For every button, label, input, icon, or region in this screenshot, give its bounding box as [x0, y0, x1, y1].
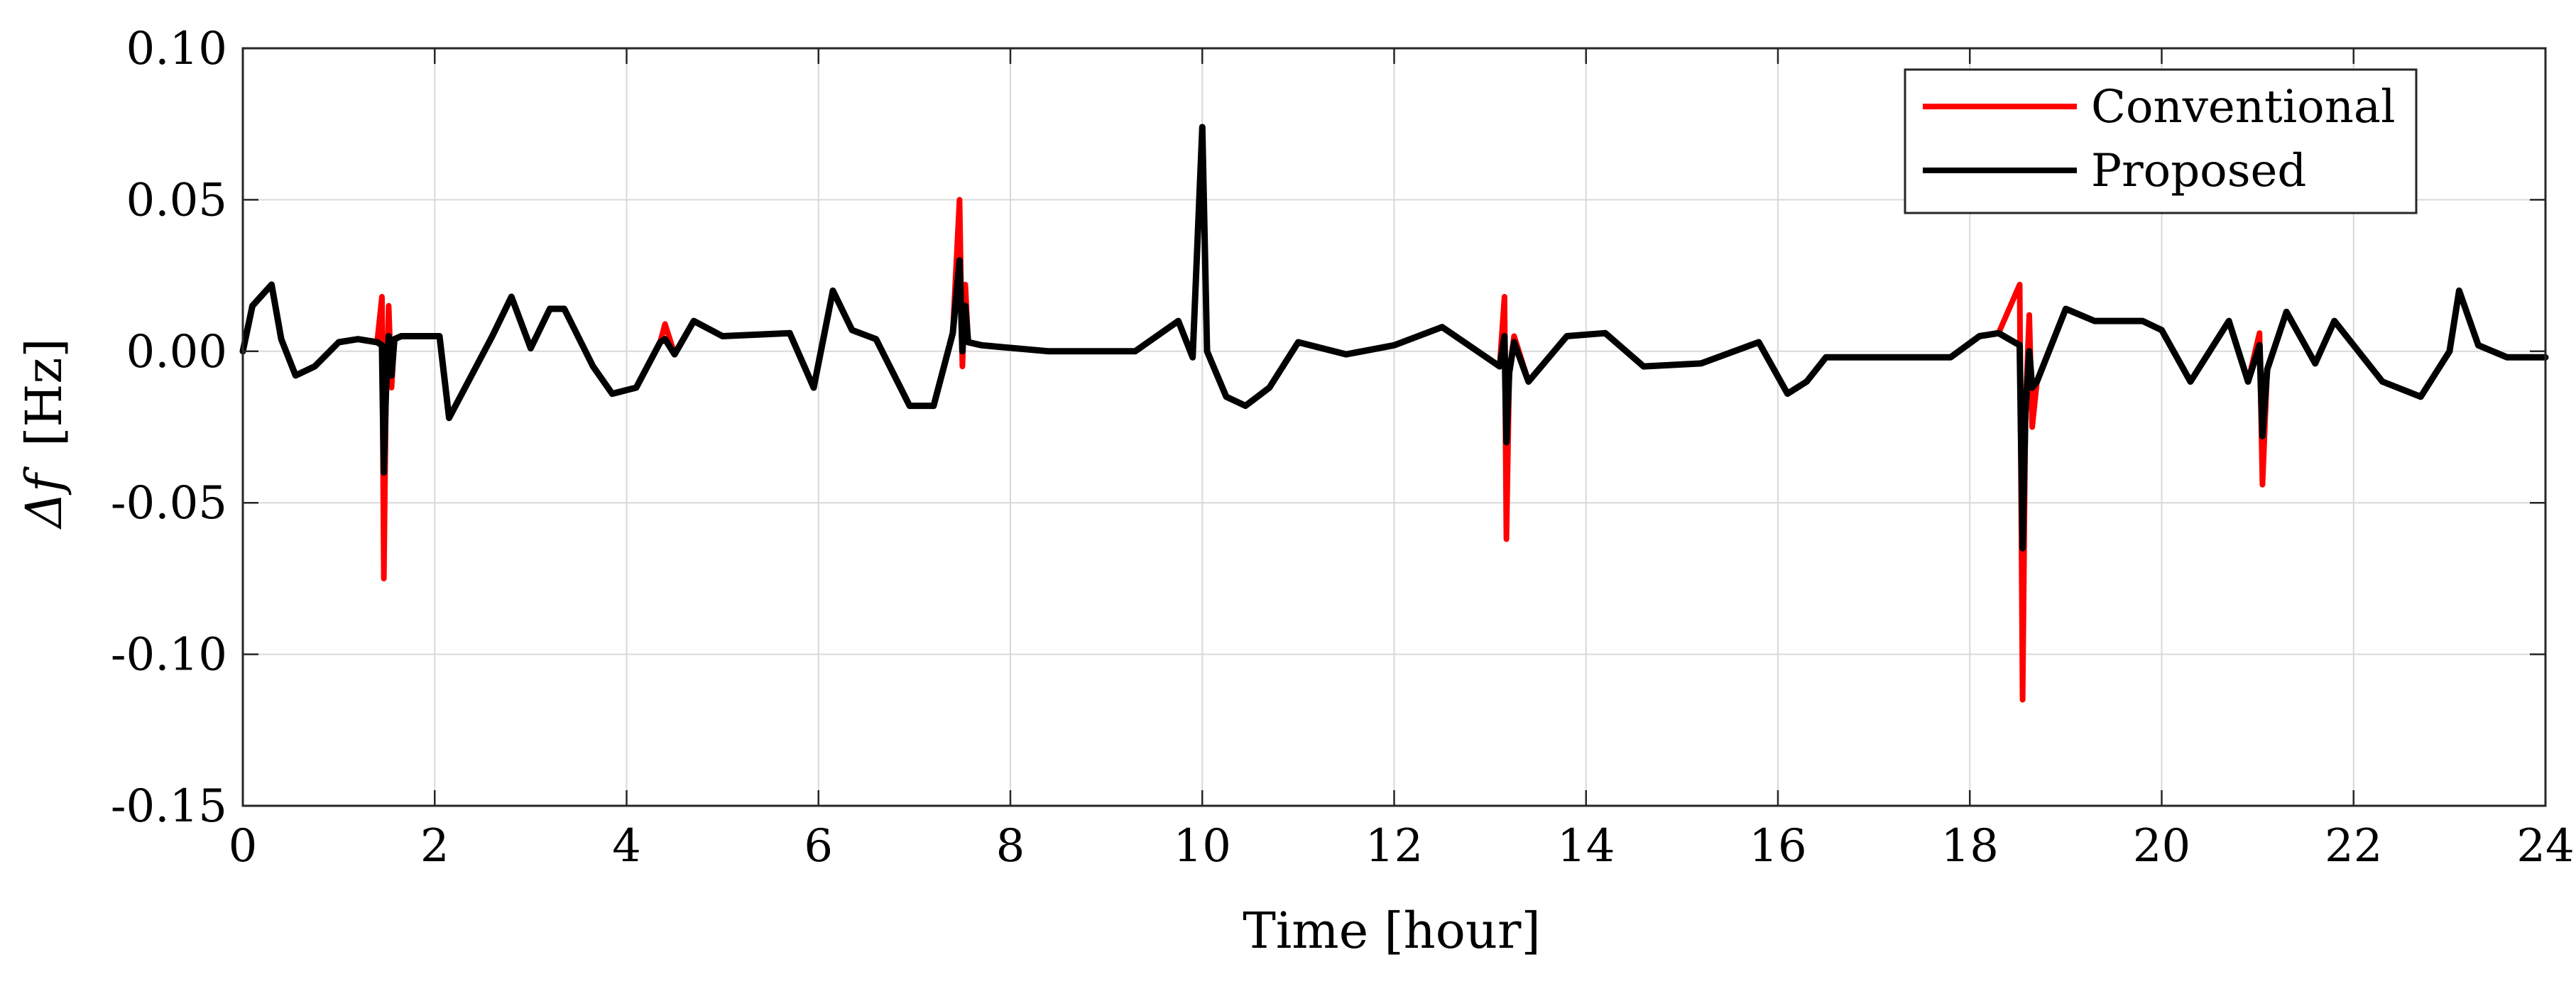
y-tick-label: 0.10 — [126, 23, 228, 75]
x-tick-label: 24 — [2516, 820, 2574, 873]
x-tick-label: 0 — [229, 820, 258, 873]
tick-labels: 0 2 4 6 8 10 12 14 16 18 20 22 240.100.050.00-0.05-0… — [111, 23, 2575, 873]
x-axis-label: Time [hour] — [1243, 902, 1541, 960]
y-tick-label: 0.00 — [126, 326, 228, 378]
x-tick-label: 12 — [1365, 820, 1423, 873]
legend-box — [1904, 68, 2418, 214]
y-tick-label: 0.05 — [126, 174, 228, 226]
x-tick-label: 20 — [2133, 820, 2190, 873]
y-axis-label-unit: [Hz] — [15, 338, 73, 447]
legend-label-proposed: Proposed — [2091, 145, 2306, 197]
x-tick-label: 18 — [1941, 820, 1999, 873]
x-tick-label: 10 — [1174, 820, 1231, 873]
y-tick-label: -0.15 — [111, 780, 227, 833]
x-tick-label: 4 — [612, 820, 641, 873]
x-tick-label: 14 — [1557, 820, 1615, 873]
x-tick-label: 6 — [804, 820, 833, 873]
y-tick-label: -0.05 — [111, 477, 227, 530]
x-tick-label: 2 — [420, 820, 449, 873]
tick-marks — [241, 47, 2547, 807]
y-axis-label: Δf [Hz] — [15, 338, 73, 530]
x-tick-label: 16 — [1749, 820, 1806, 873]
series-group — [239, 124, 2549, 703]
legend: Conventional Proposed — [1904, 68, 2418, 214]
x-tick-label: 8 — [996, 820, 1025, 873]
legend-label-conventional: Conventional — [2091, 81, 2396, 133]
series-line-proposed — [239, 124, 2549, 552]
x-tick-label: 22 — [2325, 820, 2382, 873]
y-tick-label: -0.10 — [111, 629, 227, 682]
y-axis-label-symbol: Δf — [15, 466, 73, 530]
